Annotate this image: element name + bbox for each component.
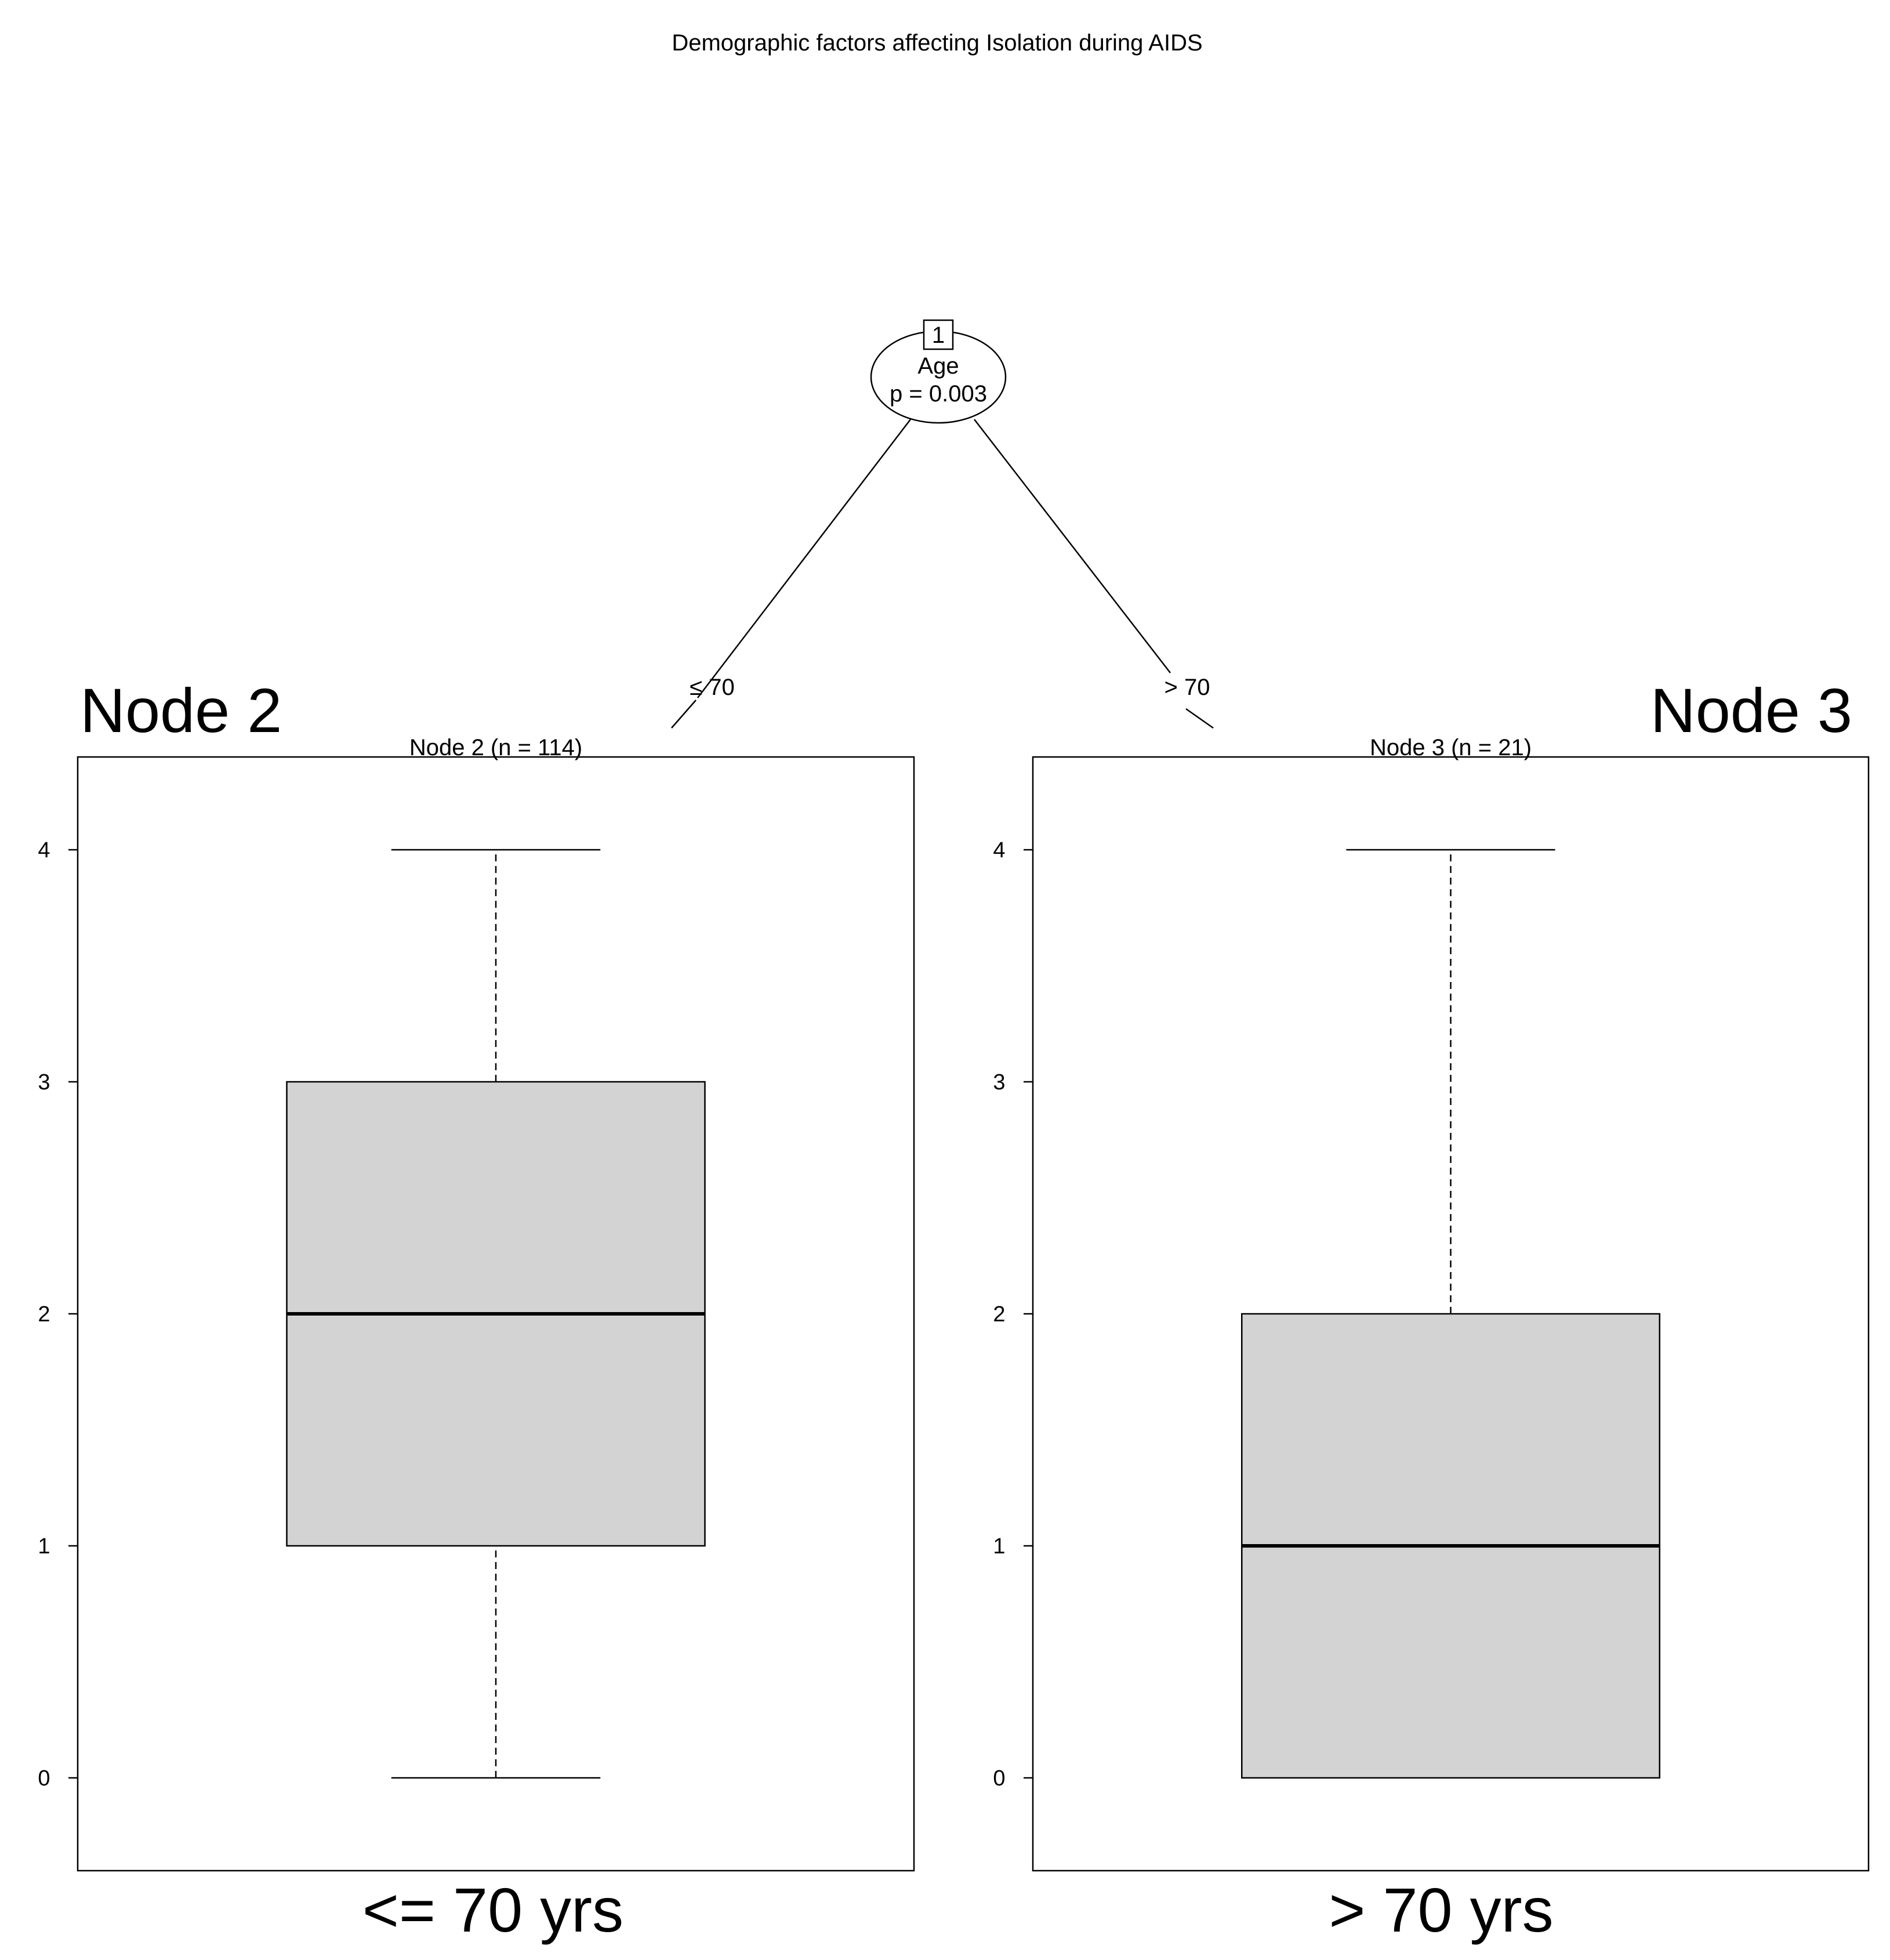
y-tick-label: 4 xyxy=(38,838,50,863)
y-tick-label: 0 xyxy=(993,1766,1005,1791)
right-footer: > 70 yrs xyxy=(1329,1875,1553,1945)
y-tick-label: 3 xyxy=(38,1070,50,1095)
root-node: 1 Age p = 0.003 xyxy=(870,319,1007,424)
edge-right-upper xyxy=(974,419,1171,673)
edge-left-lower xyxy=(671,700,696,729)
root-node-pvalue: p = 0.003 xyxy=(890,381,987,407)
y-tick-label: 2 xyxy=(993,1302,1005,1327)
y-tick-label: 2 xyxy=(38,1302,50,1327)
root-node-id-box xyxy=(923,319,954,350)
chart-title: Demographic factors affecting Isolation … xyxy=(672,30,1202,56)
y-tick-label: 3 xyxy=(993,1070,1005,1095)
left-footer: <= 70 yrs xyxy=(362,1875,623,1945)
edge-label-right: > 70 xyxy=(1165,675,1210,700)
y-tick-label: 1 xyxy=(38,1534,50,1559)
node-3-panel: Node 3 (n = 21) 0 1 2 3 4 xyxy=(993,735,1870,1872)
y-tick-label: 0 xyxy=(38,1766,50,1791)
panel-title: Node 2 (n = 114) xyxy=(409,735,582,760)
edge-right-lower xyxy=(1185,708,1214,729)
root-node-variable: Age xyxy=(917,353,959,379)
left-heading: Node 2 xyxy=(80,675,282,745)
panel-title: Node 3 (n = 21) xyxy=(1370,735,1532,760)
y-tick-label: 1 xyxy=(993,1534,1005,1559)
edge-left-upper xyxy=(697,419,911,698)
y-tick-label: 4 xyxy=(993,838,1005,863)
right-heading: Node 3 xyxy=(1650,675,1852,745)
root-node-id: 1 xyxy=(932,323,945,348)
edge-label-left: ≤ 70 xyxy=(690,675,735,700)
node-2-panel: Node 2 (n = 114) 0 1 2 3 4 xyxy=(38,735,915,1872)
